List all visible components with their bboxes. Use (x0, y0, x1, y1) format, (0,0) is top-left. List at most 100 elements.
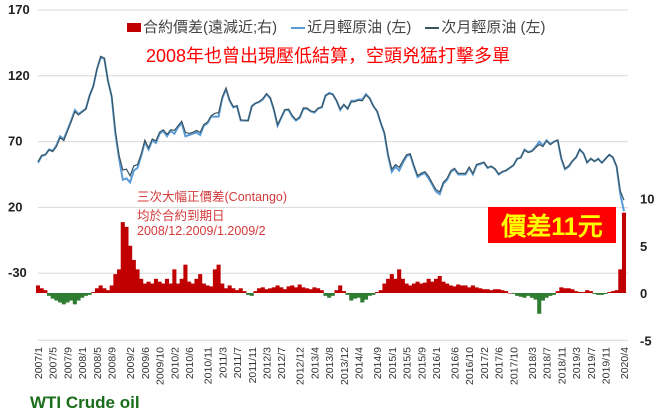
spread-bar (400, 278, 405, 293)
spread-bar (183, 264, 188, 293)
spread-bar (297, 284, 302, 293)
spread-bar (504, 291, 509, 293)
spread-bar (80, 293, 85, 298)
spread-bar (128, 245, 133, 293)
spread-bar (551, 293, 557, 295)
spread-bar (393, 278, 398, 293)
spread-bar (142, 283, 147, 293)
spread-bar (246, 293, 251, 295)
spread-bar (367, 293, 372, 296)
spread-bar (363, 293, 369, 300)
spread-bar (470, 285, 475, 293)
spread-bar (378, 290, 383, 293)
spread-bar (474, 287, 479, 293)
x-tick-label: 2010/2 (169, 347, 181, 379)
spread-bar (109, 285, 114, 293)
spread-bar (58, 293, 63, 303)
spread-bar (599, 293, 604, 295)
spread-bar (467, 287, 472, 293)
spread-bar (164, 278, 170, 293)
x-tick-label: 2017/10 (508, 347, 520, 385)
spread-bar (257, 288, 262, 293)
spread-bar (522, 293, 527, 298)
spread-bar (485, 289, 490, 293)
spread-bar (308, 289, 313, 293)
spread-bar (290, 285, 295, 293)
spread-bar (330, 293, 335, 296)
spread-bar (319, 290, 324, 293)
spread-bar (459, 285, 464, 293)
spread-bar (43, 290, 48, 293)
spread-bar (537, 293, 542, 314)
x-tick-label: 2016/6 (449, 347, 461, 379)
x-tick-label: 2015/5 (402, 347, 414, 379)
x-tick-label: 2018/7 (542, 347, 554, 379)
spread-bar (544, 293, 549, 298)
spread-bar (489, 290, 494, 293)
spread-badge: 價差11元 (488, 207, 616, 243)
spread-bar (500, 290, 505, 293)
spread-bar (481, 289, 486, 293)
x-tick-label: 2008/9 (107, 347, 119, 379)
spread-bar (135, 269, 140, 293)
x-tick-label: 2016/10 (464, 347, 476, 385)
spread-bar (139, 278, 144, 293)
next-month-line (37, 55, 625, 201)
x-tick-label: 2010/6 (184, 347, 196, 379)
spread-bar (327, 293, 332, 298)
right-tick-label: 0 (640, 286, 647, 301)
spread-bar (146, 281, 151, 293)
left-tick-label: -30 (8, 265, 27, 280)
annotation-contango-2: 均於合約到期日 (137, 209, 225, 223)
spread-bar (153, 278, 158, 293)
x-tick-label: 2015/9 (416, 347, 428, 379)
spread-bar (176, 283, 181, 293)
right-tick-label: -5 (640, 333, 652, 348)
legend-near-swatch (291, 27, 306, 30)
x-tick-label: 2019/3 (571, 347, 583, 379)
legend-near: 近月輕原油 (左) (291, 16, 411, 37)
spread-bar (117, 269, 122, 293)
spread-bar (212, 269, 217, 293)
spread-bar (415, 281, 420, 293)
spread-bar (452, 286, 457, 293)
spread-bar (456, 284, 461, 293)
spread-bar (168, 283, 173, 293)
left-tick-label: 170 (8, 2, 30, 17)
x-tick-label: 2020/4 (619, 347, 631, 379)
spread-bar (555, 291, 560, 293)
x-tick-label: 2012/12 (295, 347, 307, 385)
spread-bar (238, 288, 243, 293)
spread-bar (249, 293, 254, 296)
spread-bar (201, 283, 206, 293)
spread-bar (113, 274, 118, 293)
spread-bar (275, 285, 280, 293)
spread-bar (445, 283, 450, 293)
spread-bar (305, 288, 310, 293)
spread-bar (375, 292, 380, 293)
right-tick-label: 5 (640, 239, 647, 254)
spread-bar (227, 285, 232, 293)
x-tick-label: 2011/7 (232, 347, 244, 378)
right-tick-label: 10 (640, 192, 654, 207)
spread-bar (441, 281, 446, 293)
x-tick-label: 2016/1 (431, 347, 443, 379)
legend-spread: 合約價差(遠減近;右) (127, 16, 277, 37)
x-tick-label: 2007/1 (33, 347, 45, 379)
x-tick-label: 2018/3 (527, 347, 539, 379)
spread-bar (105, 290, 111, 293)
spread-bar (588, 291, 593, 293)
spread-bar (124, 226, 129, 293)
spread-bar (94, 288, 100, 293)
spread-bar (408, 285, 413, 293)
x-tick-label: 2007/9 (62, 347, 74, 379)
x-tick-label: 2014/9 (372, 347, 384, 379)
legend-next-swatch (425, 27, 440, 30)
near-month-line (37, 56, 625, 212)
spread-bar (577, 292, 582, 293)
spread-bar (574, 291, 579, 293)
x-tick-label: 2007/5 (48, 347, 60, 379)
spread-bar (279, 287, 284, 293)
spread-bar (463, 285, 468, 293)
x-tick-label: 2019/11 (601, 347, 613, 384)
